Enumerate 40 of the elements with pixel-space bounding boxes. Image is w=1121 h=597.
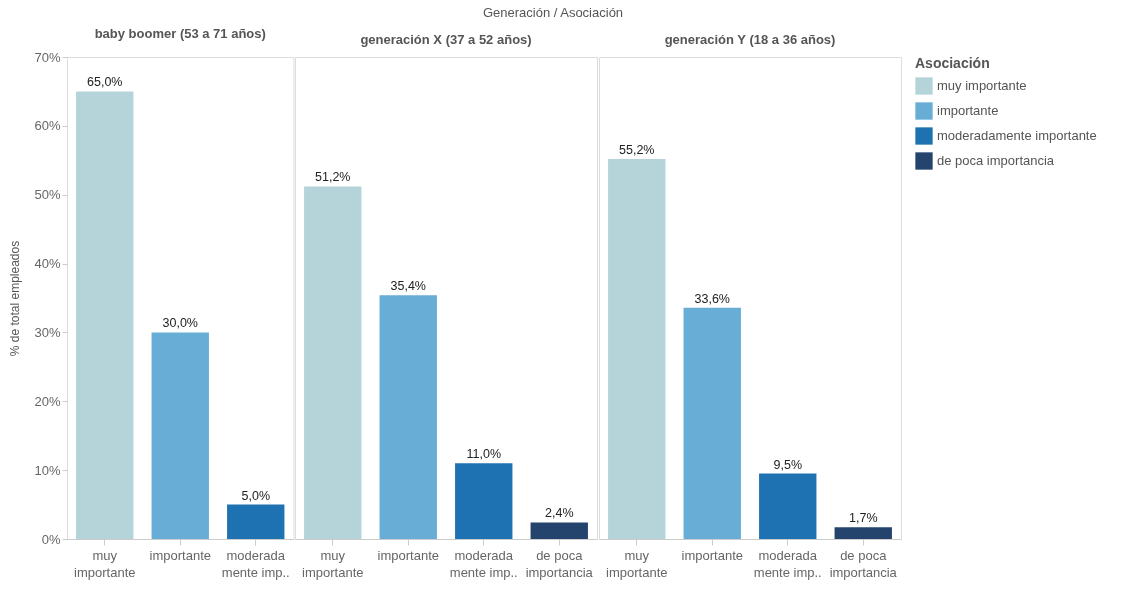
y-tick-label: 60%: [34, 118, 61, 134]
y-tick-label: 20%: [34, 393, 61, 409]
legend-label: moderadamente importante: [937, 128, 1097, 143]
data-label: 35,4%: [390, 279, 426, 294]
x-tick-label: de poca importancia: [829, 547, 898, 580]
x-tick-label: moderada mente imp..: [221, 547, 290, 580]
x-tick-label: moderada mente imp..: [449, 547, 518, 580]
data-label: 33,6%: [694, 291, 730, 306]
data-label: 30,0%: [162, 316, 198, 331]
data-label: 2,4%: [545, 506, 574, 521]
x-tick-label: moderada mente imp..: [753, 547, 822, 580]
data-label: 1,7%: [849, 511, 878, 526]
chart-title: generación X (37 a 52 años): [360, 32, 532, 47]
x-tick-label: de poca importancia: [525, 547, 594, 580]
data-label: 9,5%: [773, 457, 802, 472]
chart-title: generación Y (18 a 36 años): [664, 32, 836, 47]
y-tick-label: 10%: [34, 462, 61, 478]
legend-label: importante: [937, 103, 999, 118]
x-tick-label: importante: [681, 547, 743, 563]
y-tick-label: 50%: [34, 187, 61, 203]
data-label: 65,0%: [87, 75, 123, 90]
y-axis-title: % de total empleados: [8, 240, 23, 357]
y-tick-label: 30%: [34, 324, 61, 340]
legend-label: muy importante: [937, 78, 1027, 93]
text: Generación / Asociación: [482, 4, 624, 20]
y-tick-label: 40%: [34, 256, 61, 272]
x-tick-label: muy importante: [606, 547, 668, 580]
legend-label: de poca importancia: [937, 153, 1055, 168]
data-label: 51,2%: [315, 170, 351, 185]
data-label: 11,0%: [466, 447, 502, 462]
chart-title: baby boomer (53 a 71 años): [94, 26, 266, 41]
x-tick-label: muy importante: [74, 547, 136, 580]
y-tick-label: 70%: [34, 49, 61, 65]
data-label: 5,0%: [241, 488, 270, 503]
x-tick-label: importante: [377, 547, 439, 563]
x-tick-label: importante: [149, 547, 211, 563]
x-tick-label: muy importante: [302, 547, 364, 580]
legend-title: Asociación: [915, 55, 990, 71]
y-tick-label: 0%: [41, 531, 61, 547]
data-label: 55,2%: [619, 142, 655, 157]
